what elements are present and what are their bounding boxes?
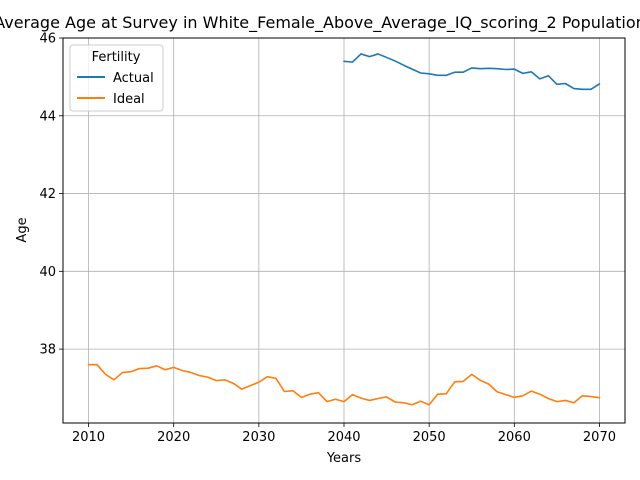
legend-box <box>69 44 164 112</box>
x-axis: 2010 2020 2030 2040 2050 2060 2070 <box>72 423 616 445</box>
y-axis: 38 40 42 44 46 <box>39 32 63 358</box>
legend-entry-ideal: Ideal <box>113 92 145 107</box>
series-line-actual <box>343 53 601 91</box>
legend: Fertility Actual Ideal <box>69 44 164 112</box>
x-tick-label: 2030 <box>242 430 275 445</box>
legend-entry-actual: Actual <box>113 71 154 86</box>
y-axis-label: Age <box>15 217 30 242</box>
y-tick-label: 40 <box>39 265 56 280</box>
y-tick-label: 42 <box>39 187 56 202</box>
x-tick-label: 2060 <box>498 430 531 445</box>
x-tick-label: 2020 <box>157 430 190 445</box>
x-tick-label: 2010 <box>72 430 105 445</box>
y-tick-label: 38 <box>39 343 56 358</box>
x-axis-label: Years <box>326 451 362 466</box>
y-tick-label: 44 <box>39 109 56 124</box>
series-line-ideal <box>87 363 601 406</box>
x-tick-label: 2040 <box>327 430 360 445</box>
x-tick-label: 2070 <box>583 430 616 445</box>
legend-title: Fertility <box>92 50 141 65</box>
x-tick-label: 2050 <box>413 430 446 445</box>
series-lines <box>87 53 601 406</box>
chart-title: Average Age at Survey in White_Female_Ab… <box>0 13 640 33</box>
y-tick-label: 46 <box>39 32 56 47</box>
